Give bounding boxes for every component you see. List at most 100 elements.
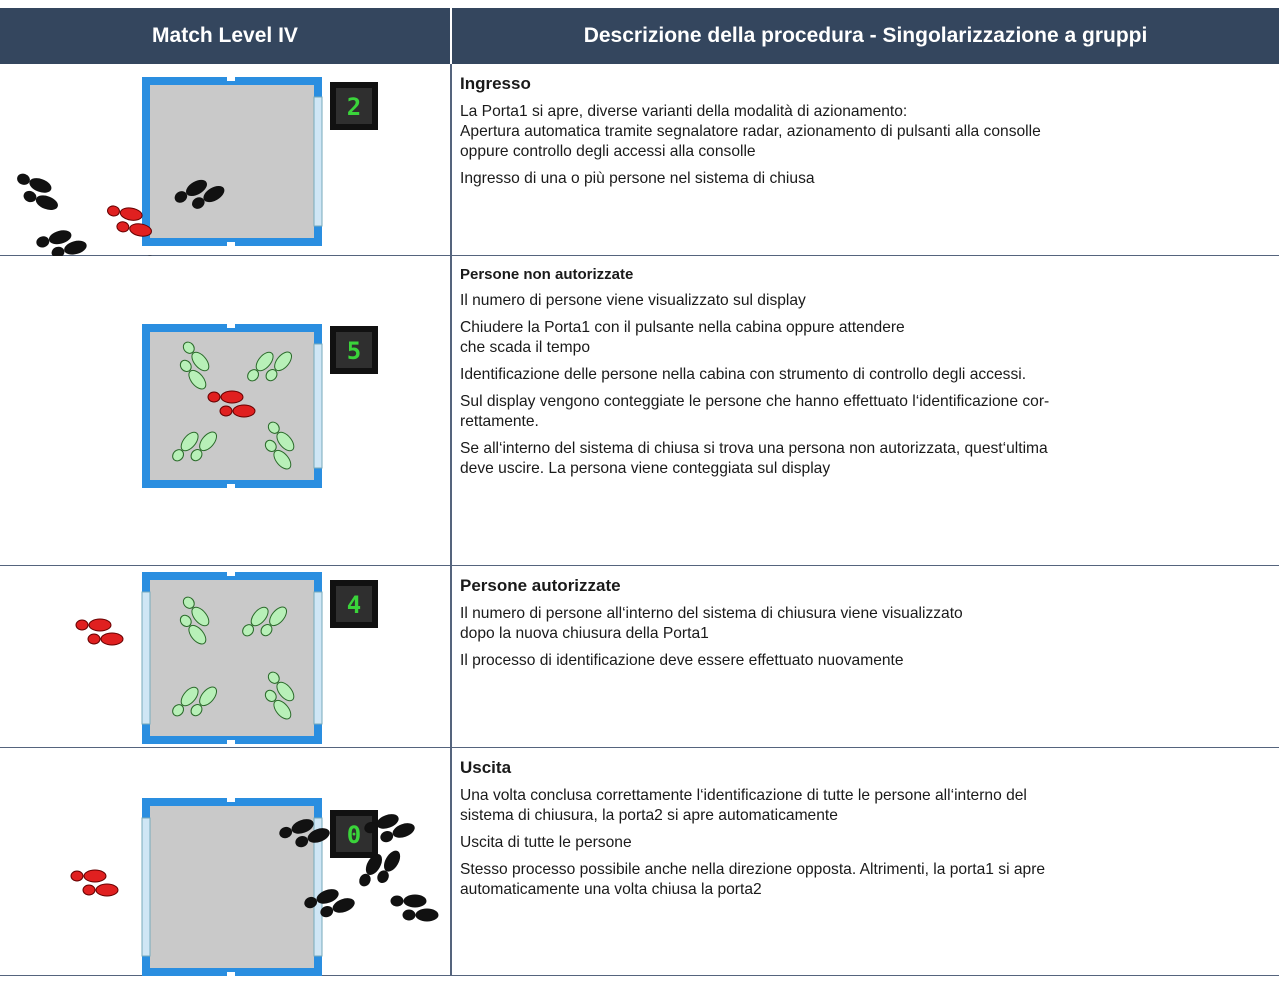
sole [273, 699, 292, 720]
description-cell: Ingresso La Porta1 si apre, diverse varia… [460, 74, 1275, 196]
hinge [227, 797, 235, 802]
heel [267, 671, 280, 684]
heel [36, 236, 50, 248]
sole [276, 431, 295, 452]
display-screen [336, 586, 372, 622]
display-digit: 4 [347, 591, 361, 619]
sole [250, 606, 269, 627]
hinge [227, 76, 235, 81]
sole [392, 823, 415, 838]
sole [291, 819, 314, 834]
heel [70, 870, 84, 882]
heel [242, 624, 255, 637]
heel [75, 619, 89, 631]
table-row: 0 Uscita Una volta conclusa correttamente … [0, 748, 1279, 977]
heel [267, 421, 280, 434]
heel [295, 836, 309, 848]
footprints [70, 869, 119, 897]
paragraph: Una volta conclusa correttamente l‘ident… [460, 787, 1027, 824]
heel [190, 448, 203, 462]
paragraph: Il numero di persone viene visualizzato … [460, 292, 806, 309]
sole [232, 404, 256, 418]
hinge [227, 484, 235, 489]
sole [276, 681, 295, 702]
heel [390, 895, 404, 907]
sole [119, 207, 143, 221]
footprints [179, 596, 210, 645]
display-digit: 5 [347, 337, 361, 365]
display-digit: 2 [347, 93, 361, 121]
paragraph: Uscita di tutte le persone [460, 834, 632, 851]
heel [320, 906, 334, 918]
paragraph: Se all‘interno del sistema di chiusa si … [460, 440, 1048, 477]
sole [269, 606, 288, 627]
heel [192, 197, 205, 209]
diagram-cell: 4 [0, 566, 452, 747]
diagram-cell: 2 [0, 64, 452, 292]
paragraph: Il processo di identificazione deve esse… [460, 652, 904, 669]
paragraph: La Porta1 si apre, diverse varianti dell… [460, 103, 1041, 160]
footprints [75, 618, 124, 646]
sole [191, 351, 210, 372]
footprints [17, 173, 58, 210]
display-digit: 0 [347, 821, 361, 849]
heel [380, 831, 394, 843]
heel [207, 391, 221, 403]
display-screen [336, 816, 372, 852]
footprints [172, 431, 218, 462]
door [141, 817, 151, 957]
sole [220, 390, 244, 404]
heel [174, 191, 188, 203]
heel [172, 704, 185, 717]
sole [415, 908, 439, 922]
heel [23, 190, 37, 203]
sole [180, 431, 199, 452]
footprints [172, 686, 218, 717]
sole [307, 828, 330, 843]
heel [182, 596, 195, 609]
hinge [227, 740, 235, 745]
footprints [107, 205, 152, 237]
row-title: Uscita [460, 758, 512, 777]
footprints [247, 351, 293, 382]
sole [316, 889, 339, 904]
cabin-diagram: 2 [17, 76, 378, 292]
table-row: 4 Persone autorizzate Il numero di persone… [0, 566, 1279, 748]
heel [304, 896, 318, 909]
sole [64, 240, 87, 255]
heel [377, 870, 389, 883]
hinge [227, 972, 235, 977]
footprints [207, 390, 256, 418]
door [313, 343, 323, 469]
heel [179, 614, 192, 628]
hinge [227, 242, 235, 247]
display-screen [336, 88, 372, 124]
hinge [227, 323, 235, 328]
cabin-diagram: 4 [75, 571, 378, 745]
footprints [390, 894, 439, 922]
sole [188, 624, 207, 645]
sole [88, 618, 112, 632]
paragraph: Ingresso di una o più persone nel sistem… [460, 170, 815, 187]
sole [191, 606, 210, 627]
door [313, 96, 323, 227]
description-cell: Uscita Una volta conclusa correttamente l… [460, 758, 1275, 907]
cabin-floor [150, 85, 314, 238]
table-row: 5 Persone non autorizzate Il numero di per… [0, 256, 1279, 566]
footprints [36, 230, 87, 258]
sole [274, 351, 293, 372]
footprints [264, 671, 295, 720]
heel [265, 368, 278, 382]
diagram-cell: 0 [0, 748, 452, 977]
heel [402, 909, 416, 921]
heel [182, 341, 195, 354]
door [141, 591, 151, 725]
row-title: Ingresso [460, 74, 531, 93]
sole [273, 449, 292, 470]
footprints [242, 606, 288, 637]
display-screen [336, 332, 372, 368]
heel [264, 439, 277, 453]
paragraph: Chiudere la Porta1 con il pulsante nella… [460, 319, 905, 356]
sole [199, 686, 218, 707]
